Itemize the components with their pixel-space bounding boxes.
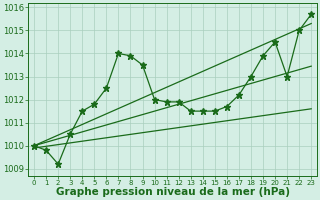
X-axis label: Graphe pression niveau de la mer (hPa): Graphe pression niveau de la mer (hPa) [56, 187, 290, 197]
